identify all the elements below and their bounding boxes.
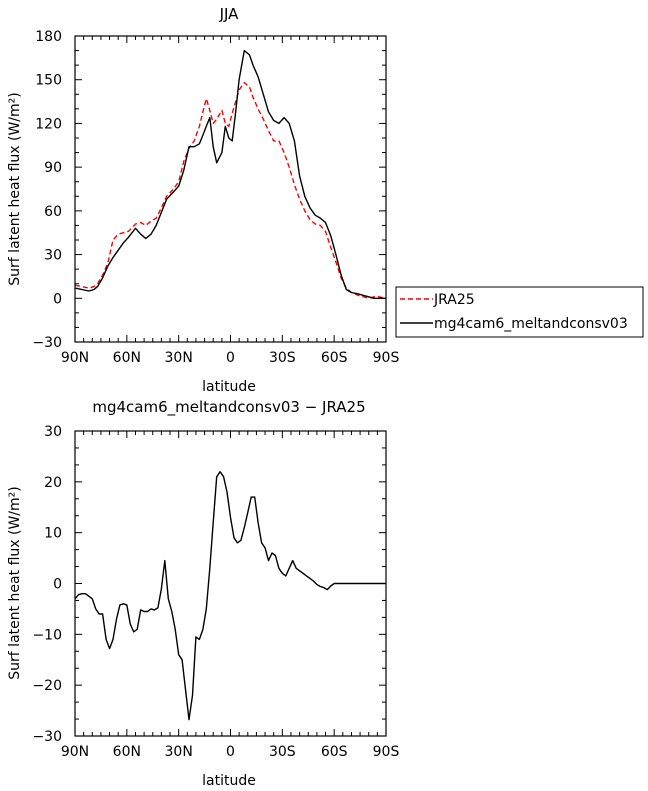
x-tick-label: 60S xyxy=(321,744,348,760)
y-axis-label: Surf latent heat flux (W/m²) xyxy=(7,486,23,679)
x-tick-label: 0 xyxy=(226,350,235,366)
legend: JRA25 mg4cam6_meltandconsv03 xyxy=(395,286,644,338)
y-tick-label: 90 xyxy=(44,160,62,176)
y-tick-label: 30 xyxy=(44,424,62,440)
plot-frame xyxy=(74,430,387,737)
series-line xyxy=(74,471,386,721)
x-tick-label: 30N xyxy=(165,744,193,760)
y-tick-label: −30 xyxy=(32,335,62,351)
x-tick-label: 90N xyxy=(61,350,89,366)
legend-box xyxy=(395,286,644,338)
x-tick-label: 60S xyxy=(321,350,348,366)
y-tick-label: 0 xyxy=(53,577,62,593)
chart-title: JJA xyxy=(219,5,240,23)
y-tick-label: 150 xyxy=(35,73,62,89)
y-tick-label: 0 xyxy=(53,291,62,307)
legend-label-jra25: JRA25 xyxy=(433,292,475,308)
legend-label-model: mg4cam6_meltandconsv03 xyxy=(434,316,628,332)
y-tick-label: −30 xyxy=(32,729,62,745)
y-tick-label: 120 xyxy=(35,116,62,132)
y-tick-label: −10 xyxy=(32,627,62,643)
x-tick-label: 60N xyxy=(113,350,141,366)
x-tick-label: 90S xyxy=(373,744,400,760)
x-tick-label: 90N xyxy=(61,744,89,760)
series-line xyxy=(74,81,387,299)
x-tick-label: 0 xyxy=(226,744,235,760)
x-tick-label: 90S xyxy=(373,350,400,366)
panel-bottom: mg4cam6_meltandconsv03 − JRA25 Surf late… xyxy=(7,398,399,789)
x-tick-label: 60N xyxy=(113,744,141,760)
y-axis-label: Surf latent heat flux (W/m²) xyxy=(7,92,23,285)
x-tick-label: 30N xyxy=(165,350,193,366)
series-line xyxy=(74,49,386,299)
y-tick-label: −20 xyxy=(32,678,62,694)
panel-top: JJA Surf latent heat flux (W/m²) latitud… xyxy=(7,5,399,395)
chart-title: mg4cam6_meltandconsv03 − JRA25 xyxy=(92,398,365,417)
x-axis-label: latitude xyxy=(202,773,256,789)
y-tick-label: 10 xyxy=(44,526,62,542)
x-tick-label: 30S xyxy=(269,350,296,366)
plot-frame xyxy=(74,35,387,343)
x-tick-label: 30S xyxy=(269,744,296,760)
y-tick-label: 180 xyxy=(35,29,62,45)
y-tick-label: 30 xyxy=(44,248,62,264)
x-axis-label: latitude xyxy=(202,379,256,395)
y-tick-label: 20 xyxy=(44,475,62,491)
y-tick-label: 60 xyxy=(44,204,62,220)
